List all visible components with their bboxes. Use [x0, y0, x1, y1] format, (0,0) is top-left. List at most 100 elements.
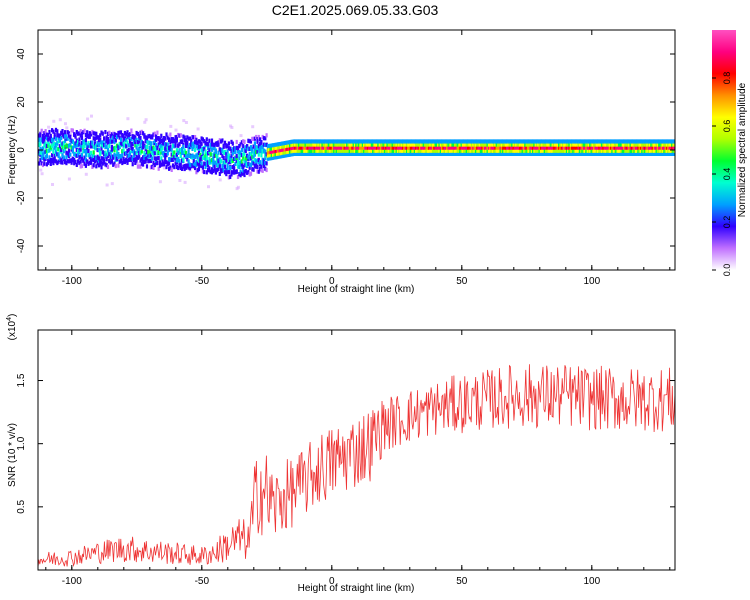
spectrogram-cell — [542, 148, 545, 153]
spectrogram-cell — [586, 139, 589, 144]
spectrogram-cell — [428, 148, 431, 153]
spectrogram-cell — [201, 165, 204, 170]
spectrogram-cell — [309, 142, 312, 147]
spectrogram-cell — [347, 142, 350, 147]
spectrogram-cell — [309, 139, 312, 144]
spectrogram-cell — [642, 142, 645, 147]
spectrogram-cell — [581, 139, 584, 144]
spectrogram-cell — [166, 142, 169, 147]
spectrogram-cell — [563, 142, 566, 147]
spectrogram-cell — [66, 130, 69, 135]
spectrogram-cell — [282, 147, 285, 152]
spectrogram-cell — [320, 139, 323, 144]
spectrogram-cell — [649, 145, 652, 150]
spectrogram-cell — [326, 142, 329, 147]
spectrogram-cell — [603, 142, 606, 147]
colorbar-tick-label: 0.4 — [722, 168, 732, 181]
colorbar-ticks: 0.00.20.40.60.8 — [712, 72, 732, 276]
spectrogram-cell — [636, 139, 639, 144]
spectrogram-cell — [248, 165, 251, 170]
spectrogram-cell — [610, 151, 613, 156]
spectrogram-cell — [398, 139, 401, 144]
spectrogram-cell — [109, 150, 112, 155]
spectrogram-cell — [296, 148, 299, 153]
spectrogram-cell — [104, 145, 107, 150]
spectrogram-cell — [464, 142, 467, 147]
spectrogram-cell — [265, 152, 268, 157]
spectrogram-cell — [93, 145, 97, 150]
spectrogram-cell — [294, 142, 297, 147]
spectrogram-cell — [411, 139, 414, 144]
spectrogram-cell — [236, 146, 240, 151]
spectrogram-cell — [99, 162, 102, 167]
spectrogram-cell — [214, 168, 217, 173]
spectrogram-cell — [604, 139, 607, 144]
spectrogram-cell — [508, 145, 511, 150]
spectrogram-cell — [558, 142, 561, 147]
spectrogram-cell — [337, 148, 340, 153]
spectrogram-cell — [476, 139, 479, 144]
spectrogram-cell — [339, 148, 342, 153]
spectrogram-cell — [374, 139, 377, 144]
spectrogram-cell — [106, 147, 110, 153]
spectrogram-cell — [99, 137, 102, 142]
spectrogram-cell — [373, 151, 376, 156]
spectrogram-cell — [619, 151, 622, 156]
spectrogram-cell — [356, 148, 359, 153]
spectrogram-cell — [242, 139, 245, 144]
spectrogram-cell — [239, 169, 242, 174]
spectrogram-cell — [478, 142, 481, 147]
spectrogram-cell — [461, 142, 464, 147]
spectrogram-cell — [663, 142, 666, 147]
spectrogram-cell — [526, 142, 529, 147]
spectrogram-cell — [144, 159, 147, 164]
spectrogram-cell — [126, 134, 129, 139]
spectrogram-cell — [155, 156, 158, 161]
spectrogram-cell — [467, 142, 470, 147]
spectrogram-cell — [370, 145, 373, 150]
spectrogram-cell — [145, 164, 149, 169]
spectrogram-cell — [213, 153, 216, 158]
spectrogram-cell — [324, 148, 327, 153]
spectrogram-cell — [253, 136, 256, 141]
spectrogram-cell — [522, 139, 526, 144]
spectrogram-cell — [373, 142, 376, 147]
spectrogram-cell — [240, 153, 243, 158]
spectrogram-cell — [207, 185, 210, 189]
spectrogram-cell — [506, 142, 509, 147]
spectrogram-cell — [92, 136, 95, 141]
spectrogram-cell — [379, 145, 383, 150]
spectrogram-cell — [200, 161, 203, 166]
spectrogram-cell — [260, 145, 263, 150]
spectrogram-cell — [348, 148, 351, 153]
spectrogram-cell — [222, 143, 225, 148]
spectrogram-cell — [600, 151, 604, 156]
spectrogram-cell — [67, 133, 71, 138]
spectrogram-cell — [485, 151, 488, 156]
spectrogram-cell — [535, 145, 539, 150]
spectrogram-cell — [533, 139, 536, 144]
spectrogram-cell — [382, 148, 385, 153]
spectrogram-cell — [84, 172, 88, 176]
spectrogram-cell — [461, 139, 464, 144]
spectrogram-cell — [395, 148, 398, 153]
spectrogram-cell — [80, 163, 84, 169]
spectrogram-cell — [477, 145, 480, 150]
spectrogram-cell — [314, 151, 318, 156]
spectrogram-cell — [298, 145, 301, 150]
spectrogram-cell — [144, 152, 147, 157]
spectrogram-cell — [45, 162, 48, 167]
spectrogram-cell — [251, 125, 255, 129]
spectrogram-cell — [168, 137, 171, 143]
spectrogram-cell — [205, 152, 208, 157]
spectrogram-cell — [587, 139, 591, 144]
spectrogram-cell — [476, 142, 479, 147]
spectrogram-cell — [530, 142, 533, 147]
spectrogram-cell — [359, 145, 362, 150]
spectrogram-cell — [334, 151, 337, 156]
spectrogram-cell — [308, 139, 311, 144]
spectrogram-cell — [467, 139, 470, 144]
spectrogram-cell — [630, 151, 633, 156]
spectrogram-cell — [149, 141, 152, 146]
spectrogram-cell — [365, 139, 368, 144]
